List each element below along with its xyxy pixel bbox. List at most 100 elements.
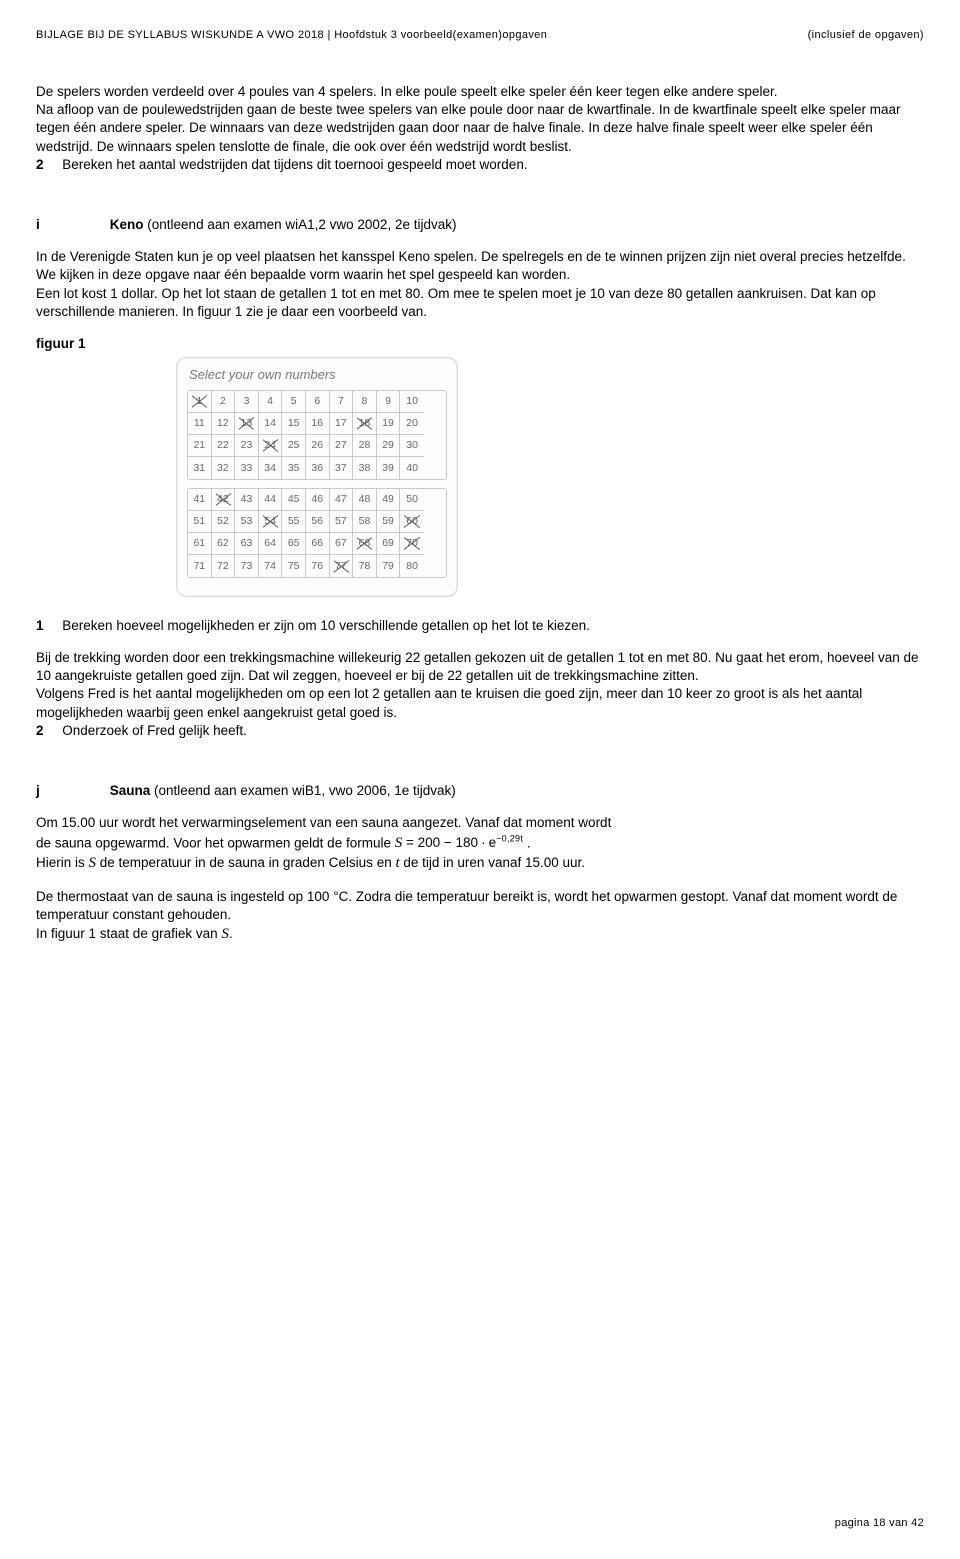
keno-row: 11121314151617181920 xyxy=(188,413,446,435)
keno-cell: 22 xyxy=(212,435,236,457)
keno-row: 41424344454647484950 xyxy=(188,489,446,511)
keno-row: 71727374757677787980 xyxy=(188,555,446,577)
sauna-para-1c: Hierin is S de temperatuur in de sauna i… xyxy=(36,853,924,873)
keno-cell: 24 xyxy=(259,435,283,457)
keno-row: 31323334353637383940 xyxy=(188,457,446,479)
keno-cell: 53 xyxy=(235,511,259,533)
mid-paragraph: Bij de trekking worden door een trekking… xyxy=(36,649,924,722)
formula: S = 200 − 180·e−0,29t xyxy=(395,835,527,850)
section-i-heading: i Keno (ontleend aan examen wiA1,2 vwo 2… xyxy=(36,216,924,234)
keno-cell: 15 xyxy=(282,413,306,435)
keno-row: 51525354555657585960 xyxy=(188,511,446,533)
page-footer: pagina 18 van 42 xyxy=(835,1516,924,1531)
keno-row: 61626364656667686970 xyxy=(188,533,446,555)
keno-cell: 7 xyxy=(330,391,354,413)
keno-cell: 37 xyxy=(330,457,354,479)
keno-cell: 64 xyxy=(259,533,283,555)
keno-cell: 46 xyxy=(306,489,330,511)
keno-grid-top: 1234567891011121314151617181920212223242… xyxy=(187,390,447,480)
section-subtitle-keno: (ontleend aan examen wiA1,2 vwo 2002, 2e… xyxy=(147,217,456,232)
keno-cell: 49 xyxy=(377,489,401,511)
question-number: 1 xyxy=(36,617,44,635)
section-j-heading: j Sauna (ontleend aan examen wiB1, vwo 2… xyxy=(36,782,924,800)
keno-cell: 4 xyxy=(259,391,283,413)
keno-cell: 34 xyxy=(259,457,283,479)
keno-cell: 48 xyxy=(353,489,377,511)
keno-cell: 40 xyxy=(400,457,424,479)
question-2-text: Onderzoek of Fred gelijk heeft. xyxy=(62,723,247,738)
keno-cell: 51 xyxy=(188,511,212,533)
keno-cell: 41 xyxy=(188,489,212,511)
keno-card-title: Select your own numbers xyxy=(189,366,447,384)
keno-cell: 38 xyxy=(353,457,377,479)
header-left: BIJLAGE BIJ DE SYLLABUS WISKUNDE A VWO 2… xyxy=(36,28,547,43)
keno-cell: 19 xyxy=(377,413,401,435)
keno-cell: 79 xyxy=(377,555,401,577)
keno-cell: 54 xyxy=(259,511,283,533)
header-right: (inclusief de opgaven) xyxy=(808,28,924,43)
question-number: 2 xyxy=(36,722,44,740)
question-2: 2 Onderzoek of Fred gelijk heeft. xyxy=(36,722,924,740)
keno-cell: 35 xyxy=(282,457,306,479)
keno-cell: 16 xyxy=(306,413,330,435)
keno-cell: 50 xyxy=(400,489,424,511)
keno-cell: 31 xyxy=(188,457,212,479)
page-header: BIJLAGE BIJ DE SYLLABUS WISKUNDE A VWO 2… xyxy=(36,28,924,43)
keno-cell: 47 xyxy=(330,489,354,511)
keno-cell: 12 xyxy=(212,413,236,435)
keno-row: 21222324252627282930 xyxy=(188,435,446,457)
keno-cell: 68 xyxy=(353,533,377,555)
keno-cell: 13 xyxy=(235,413,259,435)
question-number: 2 xyxy=(36,156,44,174)
question-2-intro: 2 Bereken het aantal wedstrijden dat tij… xyxy=(36,156,924,174)
keno-cell: 23 xyxy=(235,435,259,457)
keno-cell: 42 xyxy=(212,489,236,511)
question-2-intro-text: Bereken het aantal wedstrijden dat tijde… xyxy=(62,157,527,172)
keno-cell: 27 xyxy=(330,435,354,457)
keno-cell: 62 xyxy=(212,533,236,555)
keno-figure: Select your own numbers 1234567891011121… xyxy=(36,357,924,597)
keno-cell: 77 xyxy=(330,555,354,577)
keno-cell: 66 xyxy=(306,533,330,555)
keno-cell: 61 xyxy=(188,533,212,555)
section-title-sauna: Sauna xyxy=(110,783,151,798)
keno-cell: 76 xyxy=(306,555,330,577)
sauna-para-1b: de sauna opgewarmd. Voor het opwarmen ge… xyxy=(36,833,924,854)
keno-cell: 32 xyxy=(212,457,236,479)
keno-cell: 25 xyxy=(282,435,306,457)
keno-cell: 73 xyxy=(235,555,259,577)
question-1-text: Bereken hoeveel mogelijkheden er zijn om… xyxy=(62,618,590,633)
keno-cell: 75 xyxy=(282,555,306,577)
keno-cell: 18 xyxy=(353,413,377,435)
keno-cell: 52 xyxy=(212,511,236,533)
keno-cell: 65 xyxy=(282,533,306,555)
keno-grid-bottom: 4142434445464748495051525354555657585960… xyxy=(187,488,447,578)
keno-cell: 26 xyxy=(306,435,330,457)
keno-cell: 6 xyxy=(306,391,330,413)
keno-cell: 74 xyxy=(259,555,283,577)
keno-cell: 2 xyxy=(212,391,236,413)
keno-cell: 9 xyxy=(377,391,401,413)
keno-cell: 1 xyxy=(188,391,212,413)
keno-cell: 39 xyxy=(377,457,401,479)
section-title-keno: Keno xyxy=(110,217,144,232)
keno-cell: 5 xyxy=(282,391,306,413)
keno-cell: 69 xyxy=(377,533,401,555)
keno-cell: 78 xyxy=(353,555,377,577)
keno-cell: 33 xyxy=(235,457,259,479)
keno-cell: 63 xyxy=(235,533,259,555)
keno-cell: 55 xyxy=(282,511,306,533)
keno-cell: 43 xyxy=(235,489,259,511)
keno-cell: 29 xyxy=(377,435,401,457)
sauna-para-3: In figuur 1 staat de grafiek van S. xyxy=(36,924,924,944)
keno-cell: 59 xyxy=(377,511,401,533)
keno-cell: 45 xyxy=(282,489,306,511)
keno-cell: 36 xyxy=(306,457,330,479)
keno-cell: 58 xyxy=(353,511,377,533)
section-letter-i: i xyxy=(36,216,106,234)
keno-cell: 8 xyxy=(353,391,377,413)
keno-cell: 17 xyxy=(330,413,354,435)
keno-card: Select your own numbers 1234567891011121… xyxy=(176,357,458,597)
keno-cell: 20 xyxy=(400,413,424,435)
keno-cell: 71 xyxy=(188,555,212,577)
